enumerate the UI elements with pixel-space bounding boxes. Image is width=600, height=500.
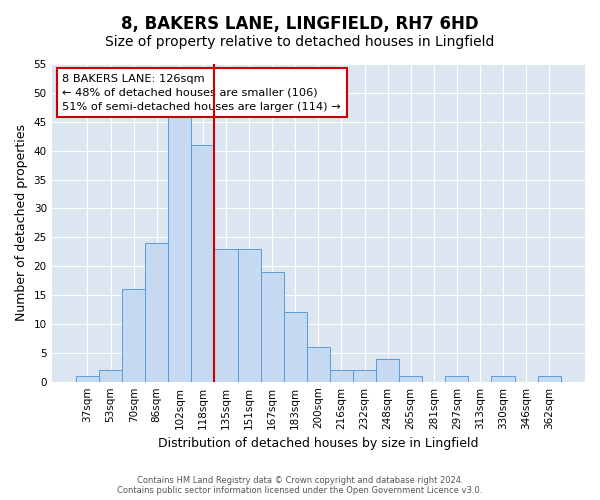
Bar <box>214 249 238 382</box>
Bar <box>122 290 145 382</box>
Bar <box>260 272 284 382</box>
Bar <box>238 249 260 382</box>
Text: 8, BAKERS LANE, LINGFIELD, RH7 6HD: 8, BAKERS LANE, LINGFIELD, RH7 6HD <box>121 15 479 33</box>
Bar <box>191 145 214 382</box>
X-axis label: Distribution of detached houses by size in Lingfield: Distribution of detached houses by size … <box>158 437 479 450</box>
Bar <box>445 376 469 382</box>
Text: Contains HM Land Registry data © Crown copyright and database right 2024.
Contai: Contains HM Land Registry data © Crown c… <box>118 476 482 495</box>
Text: 8 BAKERS LANE: 126sqm
← 48% of detached houses are smaller (106)
51% of semi-det: 8 BAKERS LANE: 126sqm ← 48% of detached … <box>62 74 341 112</box>
Bar <box>538 376 561 382</box>
Bar <box>145 243 168 382</box>
Bar <box>353 370 376 382</box>
Bar <box>330 370 353 382</box>
Bar <box>284 312 307 382</box>
Bar <box>99 370 122 382</box>
Y-axis label: Number of detached properties: Number of detached properties <box>15 124 28 322</box>
Bar <box>307 347 330 382</box>
Bar <box>76 376 99 382</box>
Text: Size of property relative to detached houses in Lingfield: Size of property relative to detached ho… <box>106 35 494 49</box>
Bar <box>491 376 515 382</box>
Bar <box>168 116 191 382</box>
Bar <box>399 376 422 382</box>
Bar <box>376 358 399 382</box>
